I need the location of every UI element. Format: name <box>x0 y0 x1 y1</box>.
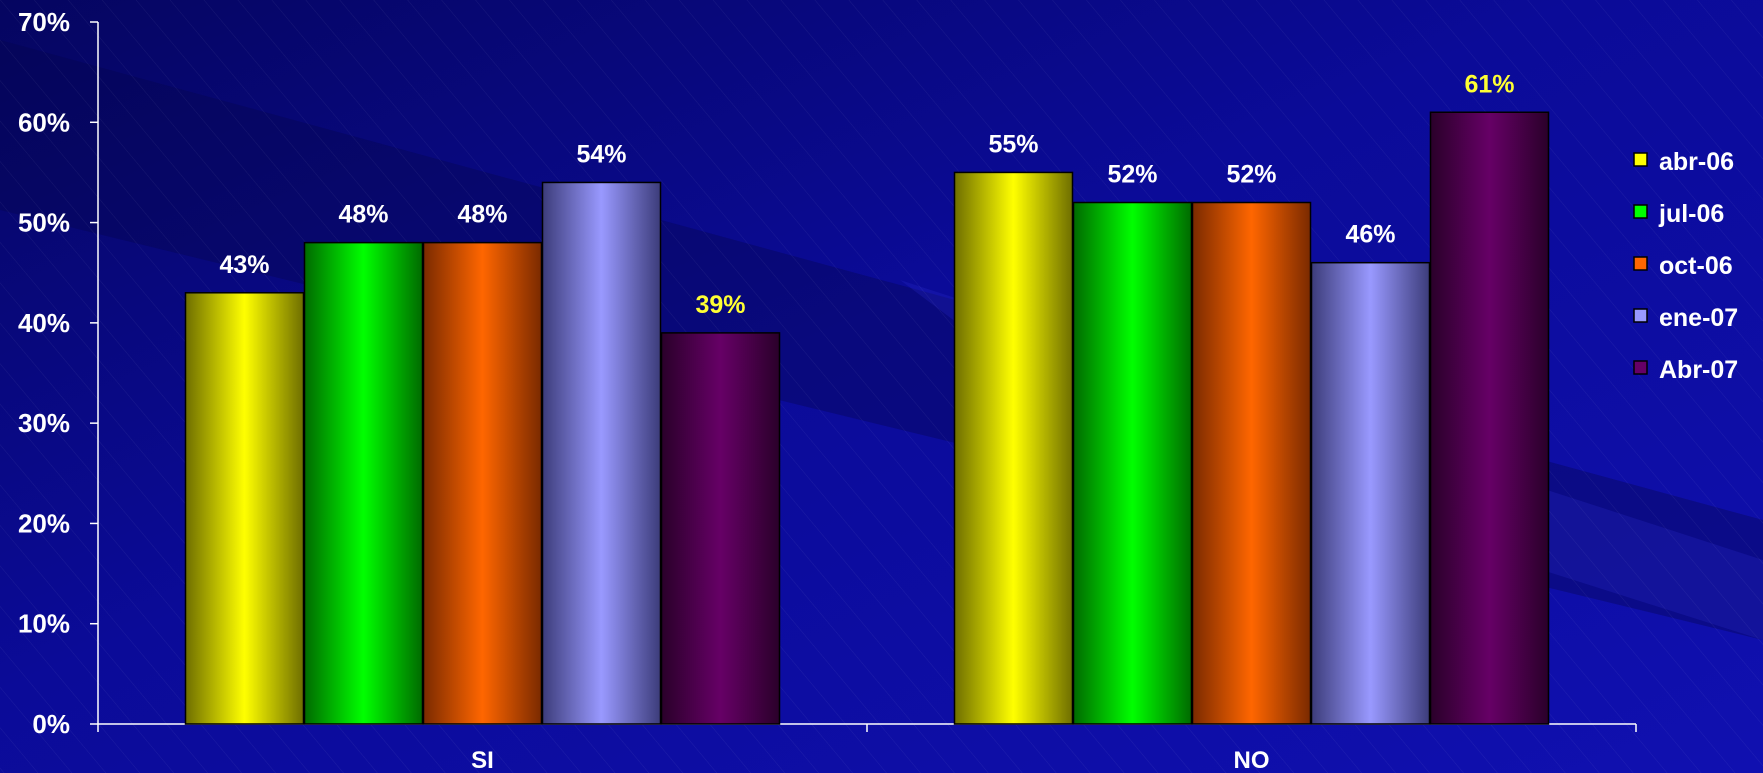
legend-swatch <box>1633 256 1648 271</box>
bar-Abr-07-SI <box>660 332 781 725</box>
bars <box>184 111 1550 725</box>
y-tick-label: 60% <box>18 107 70 137</box>
bar-ene-07-NO <box>1310 261 1431 725</box>
data-label: 48% <box>457 201 507 229</box>
data-label: 52% <box>1107 161 1157 189</box>
data-label: 52% <box>1226 161 1276 189</box>
data-label: 46% <box>1345 221 1395 249</box>
legend-label: Abr-07 <box>1659 356 1738 384</box>
bar-jul-06-SI <box>303 241 424 725</box>
bar-Abr-07-NO <box>1429 111 1550 725</box>
bar-abr-06-SI <box>184 292 305 725</box>
y-tick-label: 40% <box>18 308 70 338</box>
data-label: 43% <box>219 251 269 279</box>
legend-label: jul-06 <box>1658 200 1724 228</box>
bar-jul-06-NO <box>1072 201 1193 725</box>
bar-oct-06-SI <box>422 241 543 725</box>
y-tick-label: 20% <box>18 508 70 538</box>
bar-abr-06-NO <box>953 171 1074 725</box>
bar-oct-06-NO <box>1191 201 1312 725</box>
data-label: 61% <box>1464 70 1514 98</box>
legend-swatch <box>1633 204 1648 219</box>
x-category-label: NO <box>1234 747 1270 773</box>
legend: abr-06 jul-06 oct-06 ene-07 Abr-07 <box>1633 148 1738 384</box>
y-tick-label: 0% <box>32 709 70 739</box>
y-tick-label: 30% <box>18 408 70 438</box>
data-label: 54% <box>576 140 626 168</box>
data-labels: 43% 48% 48% 54% 39% 55% 52% 52% 46% 61% <box>219 70 1514 319</box>
data-label: 39% <box>695 291 745 319</box>
legend-swatch <box>1633 360 1648 375</box>
data-label: 48% <box>338 201 388 229</box>
legend-label: oct-06 <box>1659 252 1733 280</box>
legend-swatch <box>1633 152 1648 167</box>
y-tick-label: 70% <box>18 7 70 37</box>
x-category-label: SI <box>471 747 494 773</box>
legend-swatch <box>1633 308 1648 323</box>
legend-label: abr-06 <box>1659 148 1734 176</box>
bar-ene-07-SI <box>541 181 662 725</box>
y-tick-label: 10% <box>18 609 70 639</box>
y-tick-label: 50% <box>18 208 70 238</box>
data-label: 55% <box>988 130 1038 158</box>
axes: 0% 10% 20% 30% 40% 50% 60% 70% SI NO <box>18 7 1637 773</box>
legend-label: ene-07 <box>1659 304 1738 332</box>
